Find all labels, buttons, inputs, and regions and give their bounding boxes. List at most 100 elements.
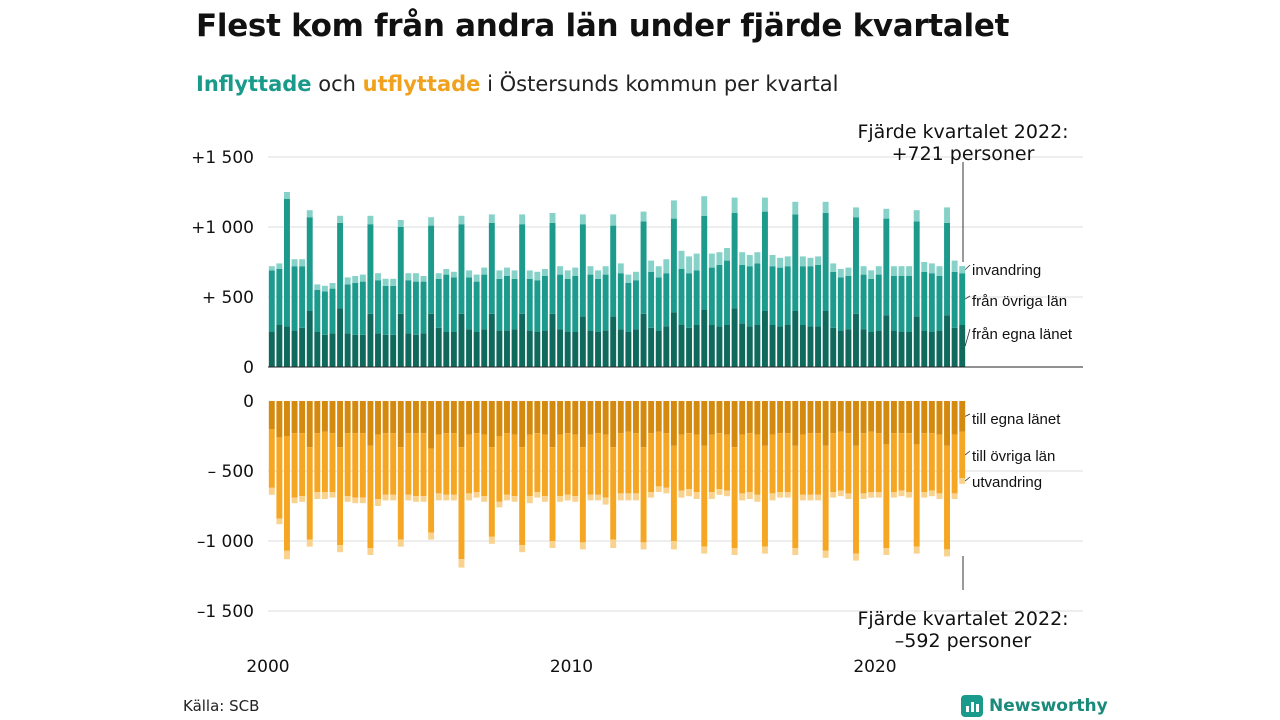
bar-in-local-2003Q1 xyxy=(359,334,366,367)
bar-out-other-2018Q1 xyxy=(815,433,822,495)
bar-out-local-2003Q3 xyxy=(375,401,381,435)
bar-out-emigration-2022Q3 xyxy=(951,493,958,499)
bar-in-local-2015Q2 xyxy=(731,308,738,367)
bar-out-other-2008Q2 xyxy=(519,447,526,546)
bar-in-other-2015Q1 xyxy=(724,260,730,325)
bar-in-other-2008Q3 xyxy=(526,278,533,331)
bar-out-local-2020Q3 xyxy=(890,401,897,434)
bar-out-other-2011Q3 xyxy=(617,433,624,494)
bar-in-immigration-2001Q1 xyxy=(299,259,306,267)
bar-in-immigration-2003Q2 xyxy=(367,215,374,225)
bar-in-immigration-2002Q1 xyxy=(329,283,336,289)
bar-in-other-2008Q1 xyxy=(511,278,518,330)
bar-out-local-2010Q2 xyxy=(579,401,586,448)
bar-out-local-2019Q1 xyxy=(845,401,852,434)
bar-out-other-2010Q1 xyxy=(572,434,579,497)
bar-out-local-2012Q1 xyxy=(633,401,639,434)
bar-out-other-2020Q2 xyxy=(883,444,890,548)
bar-in-other-2017Q2 xyxy=(792,214,799,311)
bar-in-immigration-2011Q1 xyxy=(602,266,609,275)
bar-in-local-2005Q4 xyxy=(443,332,450,367)
bar-in-other-2022Q2 xyxy=(944,222,950,316)
leader-in-immigration xyxy=(964,264,971,270)
bar-out-emigration-2014Q2 xyxy=(701,546,708,554)
bar-in-other-2001Q3 xyxy=(314,290,321,332)
bar-out-local-2001Q1 xyxy=(299,401,306,434)
bar-in-other-2006Q1 xyxy=(450,277,457,332)
bar-out-emigration-2012Q2 xyxy=(640,542,647,550)
bar-in-other-2022Q4 xyxy=(959,273,966,325)
bar-out-local-2021Q1 xyxy=(906,401,913,434)
bar-out-emigration-2001Q4 xyxy=(321,492,328,499)
bar-in-other-2001Q1 xyxy=(299,266,306,328)
y-tick-label-bottom: 0 xyxy=(243,392,254,412)
bar-in-other-2000Q2 xyxy=(276,269,283,325)
bar-in-other-2009Q2 xyxy=(549,222,556,314)
bar-out-other-2010Q3 xyxy=(587,434,594,495)
bar-out-other-2002Q1 xyxy=(329,433,336,492)
bar-in-local-2017Q2 xyxy=(792,311,799,367)
bar-in-other-2009Q1 xyxy=(541,276,548,331)
bar-out-local-2021Q4 xyxy=(928,401,935,434)
bar-out-emigration-2013Q1 xyxy=(663,487,670,494)
bar-in-local-2000Q4 xyxy=(291,330,298,367)
bar-in-immigration-2007Q3 xyxy=(496,270,503,279)
bar-out-other-2012Q4 xyxy=(655,431,662,487)
bar-in-local-2020Q1 xyxy=(875,330,882,367)
bar-in-immigration-2013Q2 xyxy=(670,200,677,219)
bar-out-other-2021Q1 xyxy=(906,433,913,492)
y-tick-label-top: 0 xyxy=(243,358,254,378)
x-tick-label: 2010 xyxy=(550,657,593,677)
bar-in-local-2006Q4 xyxy=(473,332,480,367)
bar-out-emigration-2012Q4 xyxy=(655,486,662,492)
subtitle-outflow-word: utflyttade xyxy=(362,72,481,96)
bar-out-emigration-2007Q1 xyxy=(481,496,488,502)
bar-in-other-2018Q3 xyxy=(830,271,837,328)
bar-in-immigration-2014Q4 xyxy=(716,252,723,265)
bar-out-other-2004Q3 xyxy=(405,433,412,495)
bar-out-emigration-2021Q3 xyxy=(921,492,928,498)
bar-in-immigration-2018Q3 xyxy=(830,263,837,272)
bar-out-emigration-2003Q2 xyxy=(367,548,374,555)
bar-out-emigration-2006Q2 xyxy=(458,559,465,568)
bar-out-emigration-2011Q3 xyxy=(617,493,624,501)
bar-in-other-2012Q3 xyxy=(648,271,655,328)
bar-in-other-2006Q3 xyxy=(466,277,473,330)
bar-out-emigration-2006Q1 xyxy=(450,494,457,501)
bar-out-other-2021Q4 xyxy=(928,433,935,491)
bar-out-emigration-2006Q3 xyxy=(466,493,473,501)
bar-out-local-2006Q2 xyxy=(458,401,465,448)
bar-out-emigration-2021Q4 xyxy=(928,490,935,497)
bar-out-local-2013Q4 xyxy=(686,401,693,434)
bar-out-local-2009Q2 xyxy=(549,401,556,448)
bar-in-local-2014Q3 xyxy=(708,325,715,367)
y-tick-label-top: +1 500 xyxy=(191,148,254,168)
bar-out-local-2005Q2 xyxy=(428,401,435,449)
bar-out-local-2005Q3 xyxy=(435,401,442,435)
bar-in-other-2007Q1 xyxy=(481,274,488,330)
bar-out-other-2014Q1 xyxy=(693,434,700,492)
bar-in-local-2012Q3 xyxy=(648,327,655,367)
bar-in-other-2004Q3 xyxy=(405,280,412,334)
bar-out-emigration-2012Q3 xyxy=(648,492,655,498)
bar-out-emigration-2001Q3 xyxy=(314,492,321,499)
bar-in-other-2019Q3 xyxy=(860,274,867,330)
bar-in-other-2006Q2 xyxy=(458,224,465,314)
bar-out-local-2009Q1 xyxy=(541,401,548,435)
bar-in-immigration-2015Q2 xyxy=(731,197,738,213)
bar-out-other-2014Q4 xyxy=(716,433,723,490)
bar-out-emigration-2010Q1 xyxy=(572,496,579,502)
bar-out-local-2015Q1 xyxy=(724,401,730,435)
bar-in-local-2005Q3 xyxy=(435,327,442,367)
bar-out-other-2018Q3 xyxy=(830,433,837,492)
bar-in-immigration-2001Q4 xyxy=(321,285,328,292)
subtitle-connector: och xyxy=(318,72,356,96)
bar-in-immigration-2000Q3 xyxy=(284,192,290,199)
bar-in-immigration-2004Q2 xyxy=(397,220,404,227)
bar-out-other-2015Q1 xyxy=(724,434,730,491)
bar-out-other-2002Q2 xyxy=(337,447,344,546)
bar-out-emigration-2011Q4 xyxy=(625,493,632,501)
series-label-out-local: till egna länet xyxy=(972,411,1061,428)
bar-in-immigration-2012Q2 xyxy=(640,211,647,222)
bar-in-other-2006Q4 xyxy=(473,281,480,332)
